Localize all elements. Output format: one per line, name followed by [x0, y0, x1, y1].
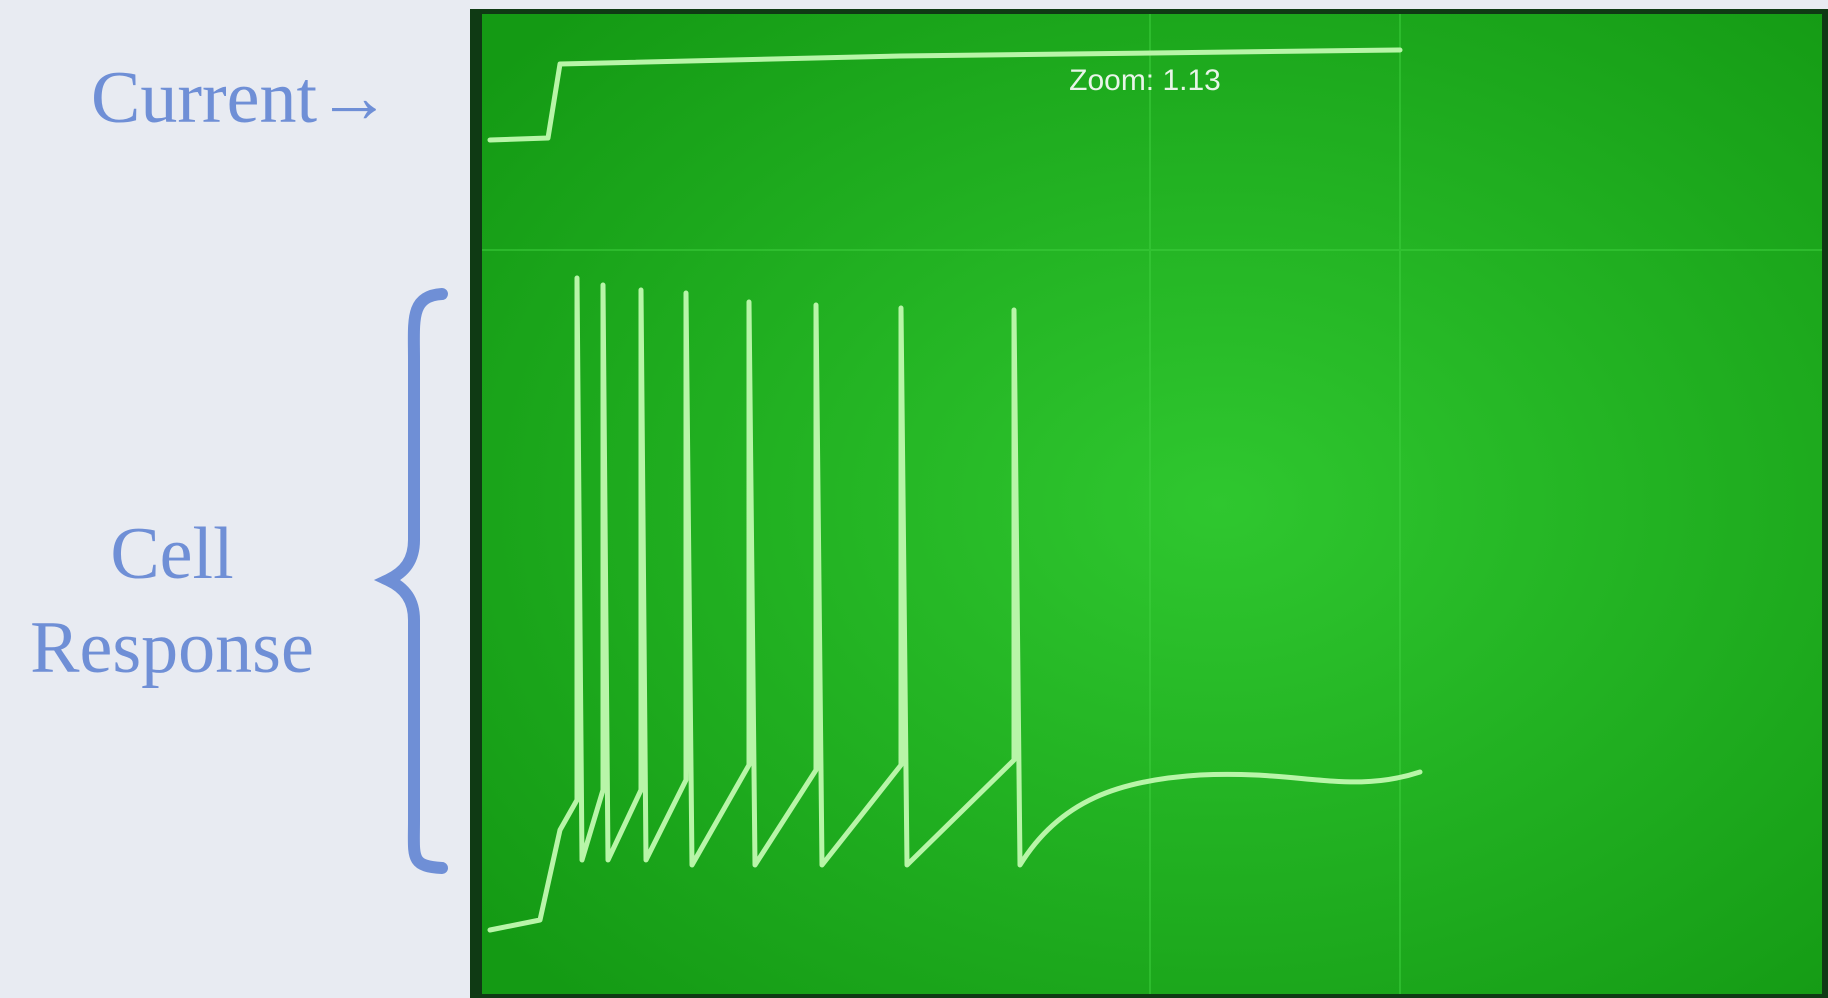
current-label: Current→ [91, 57, 391, 139]
cell-response-label-line2: Response [30, 607, 314, 689]
slide-background [0, 0, 470, 998]
page: Zoom: 1.13 Current→ Cell Response (() =>… [0, 0, 1828, 998]
zoom-overlay: Zoom: 1.13 [1069, 64, 1221, 97]
slide: Zoom: 1.13 Current→ Cell Response [0, 0, 1828, 998]
cell-response-label-line1: Cell [110, 513, 233, 595]
scope-screen [482, 14, 1822, 994]
